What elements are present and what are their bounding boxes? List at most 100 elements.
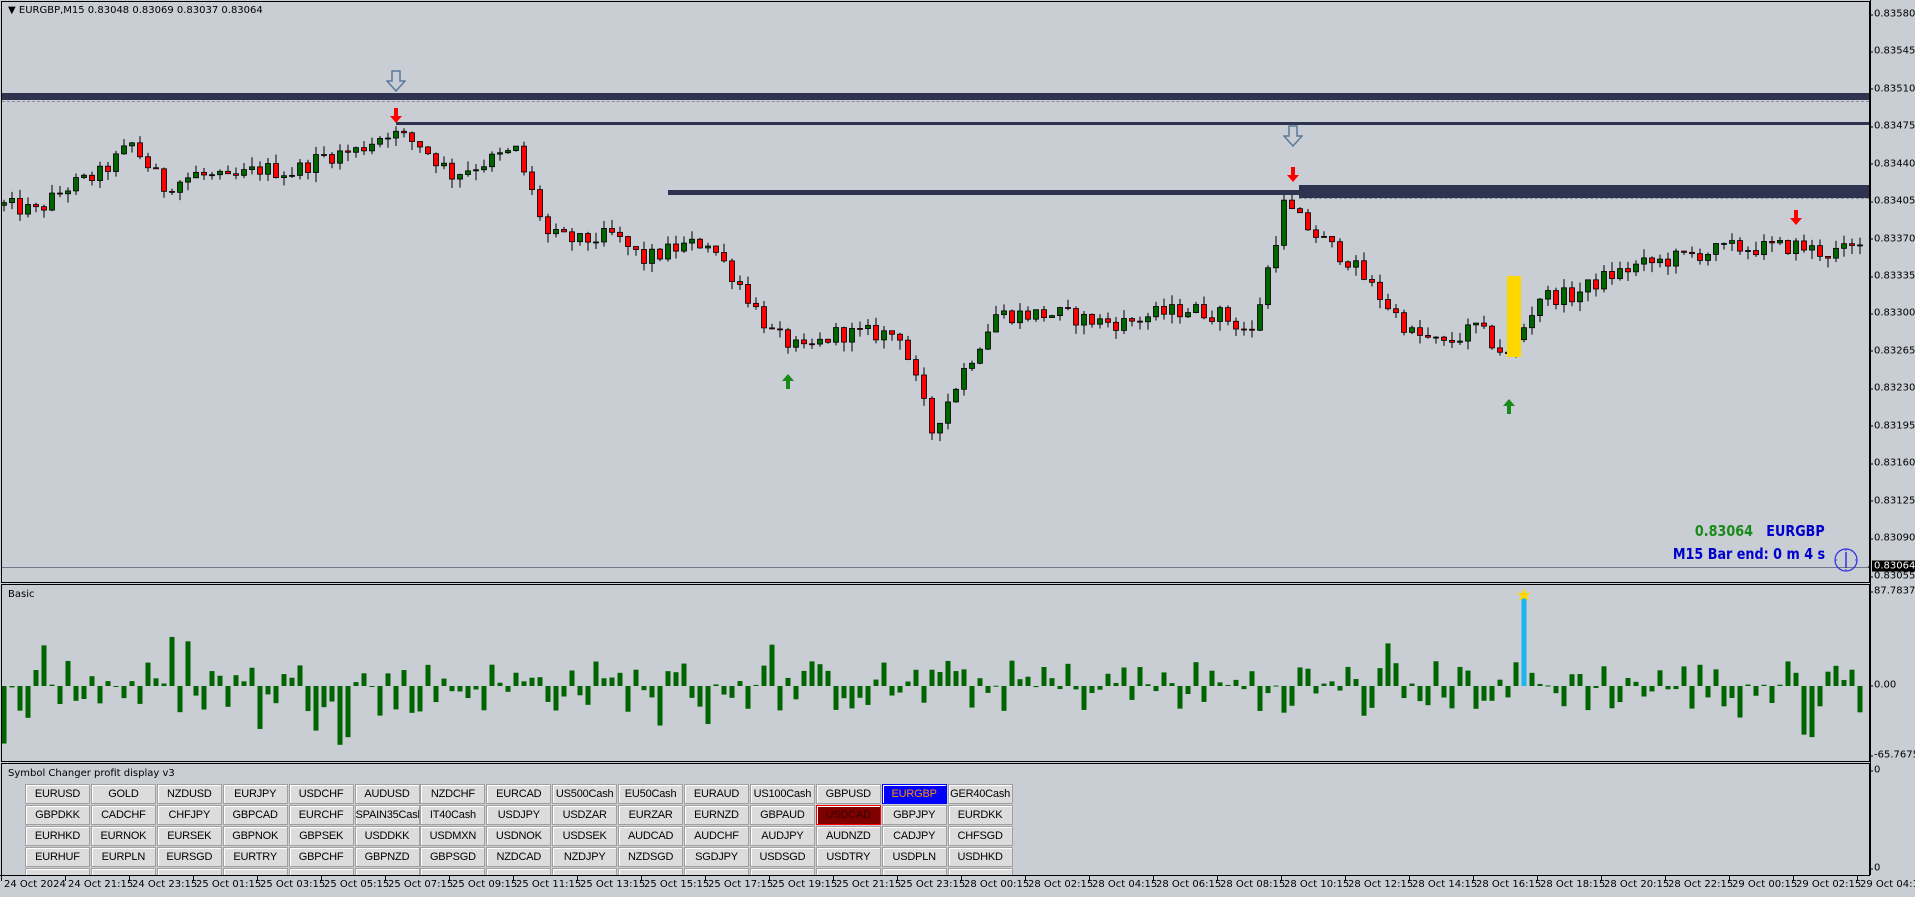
symbol-button-eurchf[interactable]: EURCHF — [288, 805, 354, 825]
symbol-button-usdzar[interactable]: USDZAR — [552, 805, 618, 825]
symbol-button-gbpcad[interactable]: GBPCAD — [222, 805, 288, 825]
symbol-button-usdpln[interactable]: USDPLN — [881, 847, 947, 867]
candle — [1569, 281, 1575, 307]
symbol-button-it40cash[interactable]: IT40Cash — [420, 805, 486, 825]
symbol-changer-window[interactable]: Symbol Changer profit display v3 EURUSD G… — [1, 763, 1870, 875]
symbol-button-audusd[interactable]: AUDUSD — [354, 784, 420, 804]
candle — [1321, 231, 1327, 238]
symbol-button-usdsek[interactable]: USDSEK — [552, 826, 618, 846]
symbol-button-usdtry[interactable]: USDTRY — [815, 847, 881, 867]
symbol-button-audnzd[interactable]: AUDNZD — [815, 826, 881, 846]
symbol-button[interactable] — [288, 868, 354, 875]
symbol-button-eurnok[interactable]: EURNOK — [90, 826, 156, 846]
histogram-bar — [265, 686, 271, 695]
candlestick-chart[interactable] — [2, 2, 1869, 582]
symbol-button-gbpaud[interactable]: GBPAUD — [749, 805, 815, 825]
symbol-button-us100cash[interactable]: US100Cash — [749, 784, 815, 804]
symbol-button[interactable] — [815, 868, 881, 875]
symbol-button-usddkk[interactable]: USDDKK — [354, 826, 420, 846]
symbol-button-eurzar[interactable]: EURZAR — [618, 805, 684, 825]
symbol-button-audjpy[interactable]: AUDJPY — [749, 826, 815, 846]
symbol-button-usdchf[interactable]: USDCHF — [288, 784, 354, 804]
symbol-button-chfjpy[interactable]: CHFJPY — [156, 805, 222, 825]
histogram-bar — [121, 686, 127, 699]
symbol-button-us500cash[interactable]: US500Cash — [552, 784, 618, 804]
symbol-button[interactable] — [947, 868, 1013, 875]
histogram-bar — [1001, 686, 1007, 711]
symbol-button-audchf[interactable]: AUDCHF — [684, 826, 749, 846]
symbol-button-gbpjpy[interactable]: GBPJPY — [881, 805, 947, 825]
symbol-button[interactable] — [684, 868, 749, 875]
histogram-bar — [1385, 643, 1391, 686]
symbol-button-usdjpy[interactable]: USDJPY — [486, 805, 552, 825]
symbol-button-eurtry[interactable]: EURTRY — [222, 847, 288, 867]
symbol-button-chfsgd[interactable]: CHFSGD — [947, 826, 1013, 846]
candle — [993, 305, 999, 333]
symbol-button-usdcad[interactable]: USDCAD — [815, 805, 881, 825]
symbol-button[interactable] — [552, 868, 618, 875]
symbol-button[interactable] — [90, 868, 156, 875]
symbol-button-gbpsgd[interactable]: GBPSGD — [420, 847, 486, 867]
symbol-button-gbpnzd[interactable]: GBPNZD — [354, 847, 420, 867]
histogram-bar — [1401, 686, 1407, 699]
symbol-button-nzdsgd[interactable]: NZDSGD — [618, 847, 684, 867]
symbol-button[interactable] — [749, 868, 815, 875]
symbol-button[interactable] — [354, 868, 420, 875]
time-axis[interactable]: 24 Oct 2024 24 Oct 21:15 24 Oct 23:15 25 Oc… — [0, 875, 1915, 897]
symbol-button[interactable] — [25, 868, 90, 875]
symbol-button-nzdcad[interactable]: NZDCAD — [486, 847, 552, 867]
histogram-bar — [985, 686, 991, 693]
symbol-button-nzdusd[interactable]: NZDUSD — [156, 784, 222, 804]
symbol-button-spain35cash[interactable]: SPAIN35Cash — [354, 805, 420, 825]
symbol-button-eurhkd[interactable]: EURHKD — [25, 826, 90, 846]
symbol-button-gbpusd[interactable]: GBPUSD — [815, 784, 881, 804]
histogram-bar — [801, 670, 807, 686]
histogram-bar — [857, 686, 863, 698]
symbol-button-usdmxn[interactable]: USDMXN — [420, 826, 486, 846]
symbol-button-gbpnok[interactable]: GBPNOK — [222, 826, 288, 846]
symbol-button-cadchf[interactable]: CADCHF — [90, 805, 156, 825]
symbol-button-eurjpy[interactable]: EURJPY — [222, 784, 288, 804]
symbol-button-gbpchf[interactable]: GBPCHF — [288, 847, 354, 867]
histogram-bar — [1049, 678, 1055, 686]
symbol-button[interactable] — [420, 868, 486, 875]
histogram-bar — [25, 686, 31, 718]
symbol-button-ger40cash[interactable]: GER40Cash — [947, 784, 1013, 804]
symbol-button-gbpdkk[interactable]: GBPDKK — [25, 805, 90, 825]
symbol-button-eurgbp[interactable]: EURGBP — [881, 784, 947, 804]
candle — [1041, 306, 1047, 322]
symbol-button-cadjpy[interactable]: CADJPY — [881, 826, 947, 846]
candle — [1089, 313, 1095, 328]
symbol-button-usdsgd[interactable]: USDSGD — [749, 847, 815, 867]
symbol-button-gold[interactable]: GOLD — [90, 784, 156, 804]
symbol-button-eu50cash[interactable]: EU50Cash — [618, 784, 684, 804]
main-chart-window[interactable]: ▼ EURGBP,M15 0.83048 0.83069 0.83037 0.8… — [1, 1, 1870, 583]
symbol-button[interactable] — [222, 868, 288, 875]
symbol-button[interactable] — [486, 868, 552, 875]
symbol-button-sgdjpy[interactable]: SGDJPY — [684, 847, 749, 867]
symbol-button-eurdkk[interactable]: EURDKK — [947, 805, 1013, 825]
candle — [1849, 238, 1855, 255]
symbol-button-audcad[interactable]: AUDCAD — [618, 826, 684, 846]
symbol-button-nzdjpy[interactable]: NZDJPY — [552, 847, 618, 867]
symbol-button-eursek[interactable]: EURSEK — [156, 826, 222, 846]
symbol-button-usdhkd[interactable]: USDHKD — [947, 847, 1013, 867]
symbol-button-gbpsek[interactable]: GBPSEK — [288, 826, 354, 846]
symbol-button-eurcad[interactable]: EURCAD — [486, 784, 552, 804]
symbol-button-nzdchf[interactable]: NZDCHF — [420, 784, 486, 804]
candle — [329, 152, 335, 169]
symbol-button-eurpln[interactable]: EURPLN — [90, 847, 156, 867]
symbol-button[interactable] — [618, 868, 684, 875]
indicator-window[interactable]: Basic — [1, 584, 1870, 762]
symbol-button-eurusd[interactable]: EURUSD — [25, 784, 90, 804]
symbol-button-eurnzd[interactable]: EURNZD — [684, 805, 749, 825]
price-axis[interactable]: 0.83580 0.83545 0.83510 0.83475 0.83440 0.834… — [1867, 0, 1915, 896]
symbol-button-eursgd[interactable]: EURSGD — [156, 847, 222, 867]
collapse-triangle-icon[interactable]: ▼ — [8, 5, 19, 16]
symbol-button-eurhuf[interactable]: EURHUF — [25, 847, 90, 867]
symbol-button-euraud[interactable]: EURAUD — [684, 784, 749, 804]
time-tick-label: 25 Oct 13:15 — [577, 876, 645, 890]
symbol-button[interactable] — [881, 868, 947, 875]
symbol-button[interactable] — [156, 868, 222, 875]
symbol-button-usdnok[interactable]: USDNOK — [486, 826, 552, 846]
